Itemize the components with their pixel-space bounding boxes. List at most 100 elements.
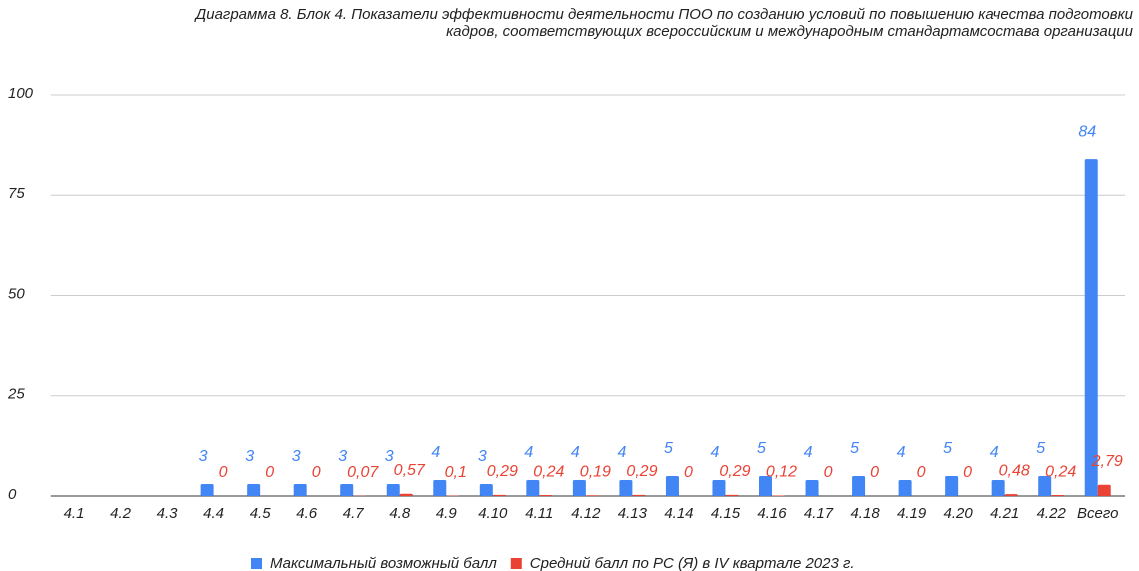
bar bbox=[805, 479, 819, 496]
data-label: 4 bbox=[431, 444, 440, 461]
x-tick-label: 4.12 bbox=[571, 505, 601, 522]
data-label: 3 bbox=[245, 448, 254, 465]
x-tick-label: 4.17 bbox=[804, 505, 834, 522]
bar bbox=[492, 494, 506, 496]
data-label: 0,57 bbox=[394, 462, 426, 479]
x-tick-label: 4.14 bbox=[664, 505, 693, 522]
legend-swatch bbox=[251, 558, 262, 569]
data-label: 4 bbox=[524, 444, 533, 461]
bar bbox=[572, 479, 586, 496]
data-label: 0 bbox=[684, 464, 693, 481]
x-tick-label: 4.8 bbox=[389, 505, 411, 522]
x-tick-label: 4.3 bbox=[157, 505, 179, 522]
bar bbox=[585, 495, 599, 496]
x-tick-label: 4.19 bbox=[897, 505, 927, 522]
data-label: 0 bbox=[870, 464, 879, 481]
y-tick-label: 25 bbox=[7, 386, 25, 403]
y-tick-label: 100 bbox=[8, 85, 34, 102]
bar bbox=[200, 483, 214, 496]
legend-label: Средний балл по РС (Я) в IV квартале 202… bbox=[530, 555, 855, 571]
bar bbox=[852, 475, 866, 496]
x-tick-label: 4.18 bbox=[850, 505, 880, 522]
chart-title: кадров, соответствующих всероссийским и … bbox=[446, 23, 1134, 40]
data-label: 0,24 bbox=[533, 463, 564, 480]
x-tick-label: 4.4 bbox=[203, 505, 224, 522]
x-tick-label: 4.1 bbox=[64, 505, 85, 522]
x-tick-label: 4.11 bbox=[525, 505, 553, 522]
data-label: 0,29 bbox=[487, 463, 518, 480]
bar bbox=[991, 479, 1005, 496]
x-tick-label: Всего bbox=[1077, 505, 1118, 522]
bar bbox=[340, 483, 354, 496]
data-label: 4 bbox=[897, 444, 906, 461]
data-label: 5 bbox=[850, 440, 859, 457]
data-label: 0 bbox=[824, 464, 833, 481]
data-label: 0,48 bbox=[999, 462, 1030, 479]
bar bbox=[725, 494, 739, 496]
data-label: 0,07 bbox=[347, 464, 379, 481]
bar bbox=[526, 479, 540, 496]
data-label: 0 bbox=[312, 464, 321, 481]
data-label: 84 bbox=[1078, 123, 1096, 140]
bar bbox=[247, 483, 261, 496]
data-label: 4 bbox=[571, 444, 580, 461]
x-tick-label: 4.2 bbox=[110, 505, 132, 522]
x-tick-label: 4.13 bbox=[618, 505, 648, 522]
data-label: 4 bbox=[711, 444, 720, 461]
bar bbox=[1084, 159, 1098, 496]
data-label: 0,24 bbox=[1045, 463, 1076, 480]
data-label: 5 bbox=[757, 440, 766, 457]
bar bbox=[632, 494, 646, 496]
data-label: 4 bbox=[804, 444, 813, 461]
chart-title: Диаграмма 8. Блок 4. Показатели эффектив… bbox=[194, 6, 1134, 23]
data-label: 4 bbox=[617, 444, 626, 461]
data-label: 3 bbox=[478, 448, 487, 465]
x-tick-label: 4.10 bbox=[478, 505, 508, 522]
bar bbox=[1038, 475, 1052, 496]
x-tick-label: 4.5 bbox=[250, 505, 272, 522]
data-label: 2,79 bbox=[1091, 453, 1123, 470]
legend-label: Максимальный возможный балл bbox=[270, 555, 497, 571]
y-tick-label: 0 bbox=[8, 486, 17, 503]
bar bbox=[293, 483, 307, 496]
x-tick-label: 4.7 bbox=[343, 505, 365, 522]
data-label: 0,29 bbox=[626, 463, 657, 480]
x-tick-label: 4.20 bbox=[944, 505, 974, 522]
x-tick-label: 4.6 bbox=[296, 505, 318, 522]
data-label: 0 bbox=[963, 464, 972, 481]
y-tick-label: 50 bbox=[8, 285, 25, 302]
bar bbox=[1004, 494, 1018, 496]
data-label: 5 bbox=[943, 440, 952, 457]
data-label: 4 bbox=[990, 444, 999, 461]
data-label: 5 bbox=[1036, 440, 1045, 457]
x-tick-label: 4.9 bbox=[436, 505, 458, 522]
x-tick-label: 4.21 bbox=[990, 505, 1019, 522]
data-label: 3 bbox=[199, 448, 208, 465]
data-label: 0,29 bbox=[719, 463, 750, 480]
data-label: 0,19 bbox=[580, 463, 611, 480]
data-label: 0,12 bbox=[766, 464, 797, 481]
data-label: 0 bbox=[219, 464, 228, 481]
bar bbox=[759, 475, 773, 496]
x-tick-label: 4.22 bbox=[1037, 505, 1067, 522]
x-tick-label: 4.16 bbox=[757, 505, 787, 522]
x-tick-label: 4.15 bbox=[711, 505, 741, 522]
bar bbox=[539, 495, 553, 496]
legend-swatch bbox=[510, 558, 522, 569]
data-label: 0,1 bbox=[445, 464, 467, 481]
bar bbox=[945, 475, 959, 496]
data-label: 3 bbox=[385, 448, 394, 465]
bar bbox=[619, 479, 633, 496]
data-label: 3 bbox=[292, 448, 301, 465]
bar bbox=[386, 483, 400, 496]
bar bbox=[1097, 484, 1111, 496]
bar bbox=[433, 479, 447, 496]
bar bbox=[399, 493, 413, 496]
bar bbox=[712, 479, 726, 496]
bar bbox=[898, 479, 912, 496]
bar bbox=[665, 475, 679, 496]
bar bbox=[479, 483, 493, 496]
y-tick-label: 75 bbox=[8, 185, 25, 202]
data-label: 0 bbox=[917, 464, 926, 481]
